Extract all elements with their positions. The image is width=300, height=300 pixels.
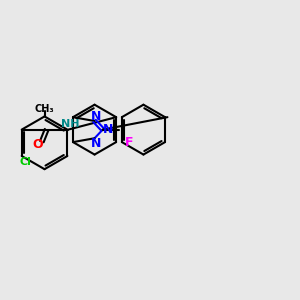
Text: N: N <box>103 123 114 136</box>
Text: O: O <box>33 137 43 151</box>
Text: NH: NH <box>61 119 80 129</box>
Text: Cl: Cl <box>20 157 32 167</box>
Text: N: N <box>91 110 101 123</box>
Text: F: F <box>125 136 133 148</box>
Text: N: N <box>91 136 101 149</box>
Text: CH₃: CH₃ <box>35 104 54 114</box>
